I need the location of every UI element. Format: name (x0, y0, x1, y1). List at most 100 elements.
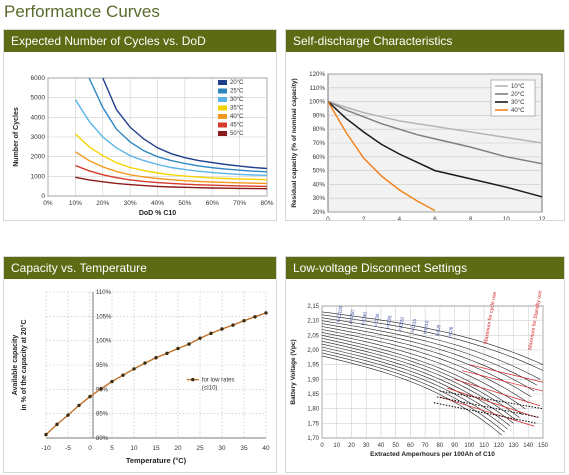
discharge-curve (321, 320, 538, 386)
y-tick-label: 90% (313, 112, 326, 119)
rate-label: I=C/10 (422, 320, 429, 335)
x-tick-label: 10 (333, 443, 340, 449)
data-point (121, 373, 125, 377)
discharge-curve (321, 329, 529, 404)
panel-captemp-title: Capacity vs. Temperature (4, 257, 276, 279)
x-tick-label: 60% (206, 200, 219, 207)
y-tick-label: 30% (313, 195, 326, 202)
data-point (88, 394, 92, 399)
legend-label: 40°C (230, 114, 244, 120)
data-point (220, 327, 224, 331)
data-point (66, 413, 70, 417)
legend-swatch (218, 88, 227, 94)
rate-label: I=C/100 (336, 305, 344, 322)
y-tick-label: 105% (96, 314, 112, 320)
x-tick-label: 50 (392, 443, 399, 449)
plot-area (321, 305, 544, 439)
data-point (77, 403, 81, 408)
y-tick-label: 90% (96, 387, 109, 393)
x-tick-label: 120 (494, 443, 505, 449)
y-tick-label: 2,05 (307, 333, 319, 339)
discharge-curve (321, 323, 535, 392)
cutoff-line (469, 364, 544, 383)
data-point (154, 356, 158, 360)
series-line (327, 100, 543, 144)
y-tick-label: 4000 (31, 114, 46, 121)
cutoff-line (447, 387, 538, 418)
panel-cycles: Expected Number of Cycles vs. DoD 0 1000 2… (3, 29, 277, 221)
x-tick-label: 0 (88, 445, 92, 452)
dashed-marker (436, 396, 541, 418)
rate-label: I=C/6 (447, 326, 454, 338)
x-tick-label: 20% (96, 200, 109, 207)
legend-swatch (218, 80, 227, 85)
x-tick-label: 40 (262, 445, 270, 452)
y-tick-label: 110% (96, 290, 112, 296)
cutoff-line (454, 378, 541, 407)
dashed-marker (439, 390, 544, 410)
rate-label: I=C/40 (360, 311, 367, 326)
data-point (198, 336, 202, 340)
data-point (132, 367, 136, 371)
y-tick-label: 120% (309, 71, 325, 78)
series-line (74, 133, 268, 181)
x-tick-label: 110 (479, 443, 489, 449)
x-axis-title: DoD % C10 (139, 210, 176, 217)
discharge-curve (321, 311, 544, 365)
panel-cycles-title: Expected Number of Cycles vs. DoD (4, 30, 276, 52)
rate-label: I=C/25 (385, 315, 392, 330)
x-axis-title: Temperature (°C) (126, 456, 187, 465)
discharge-curve (321, 349, 508, 430)
y-axis-title: Available capacity (12, 335, 19, 396)
discharge-curve (321, 332, 526, 409)
legend-swatch (218, 122, 227, 128)
chart-captemp: -10 -5 0 5 10 15 20 25 30 35 40 80% 85% 90% 95% 100% 105… (12, 290, 270, 465)
x-tick-label: 5 (110, 445, 114, 452)
x-tick-label: 2 (362, 216, 366, 220)
annotation-line-2: (≤I10) (202, 386, 218, 392)
legend-label: 25°C (230, 89, 244, 95)
y-tick-label: 70% (313, 140, 326, 147)
data-point (209, 331, 213, 336)
legend-label: 20°C (230, 80, 244, 86)
y-tick-label: 60% (313, 154, 326, 161)
series-line (75, 176, 268, 190)
y-tick-label: 2,15 (307, 304, 319, 310)
series-line (75, 164, 268, 188)
y-tick-label: 2000 (31, 154, 46, 161)
series-line (74, 99, 268, 176)
y-tick-label: 1,70 (307, 436, 319, 442)
x-tick-label: 0 (320, 443, 324, 449)
panel-lvd: Low-voltage Disconnect Settings 1,70 1,75… (285, 256, 565, 473)
discharge-curve (321, 355, 502, 436)
x-tick-label: 15 (152, 445, 160, 452)
y-tick-label: 1,80 (307, 407, 319, 413)
y-tick-label: 50% (313, 168, 326, 175)
discharge-curve (321, 317, 541, 380)
x-tick-label: -10 (41, 445, 51, 452)
y-tick-label: 80% (96, 436, 109, 442)
x-tick-label: 4 (398, 216, 402, 220)
chart-lvd: 1,70 1,75 1,80 1,85 1,90 1,95 2,00 2,05 2,10 2,15… (290, 290, 549, 458)
y-axis-title: Number of Cycles (13, 107, 20, 167)
panel-selfdischarge: Self-discharge Characteristics 20% 30% 40%… (285, 29, 565, 221)
x-tick-label: 100 (464, 443, 475, 449)
series-line (327, 100, 543, 165)
legend-label: 20°C (511, 92, 525, 98)
y-tick-label: 0 (41, 193, 45, 200)
rate-label: I=C/20 (398, 316, 405, 331)
y-tick-label: 2,00 (307, 348, 319, 354)
discharge-curve (321, 343, 514, 424)
data-point (176, 346, 180, 351)
panel-selfdischarge-title: Self-discharge Characteristics (286, 30, 564, 52)
y-tick-label: 80% (313, 126, 326, 133)
y-tick-label: 95% (96, 363, 109, 369)
x-tick-label: 8 (469, 216, 473, 220)
data-point (242, 319, 246, 323)
legend-label: 10°C (511, 84, 525, 90)
x-tick-label: 80% (260, 200, 273, 207)
y-tick-label: 100% (96, 339, 112, 345)
x-tick-label: 0 (326, 216, 330, 220)
x-tick-label: 60 (407, 443, 414, 449)
data-point (253, 315, 257, 319)
